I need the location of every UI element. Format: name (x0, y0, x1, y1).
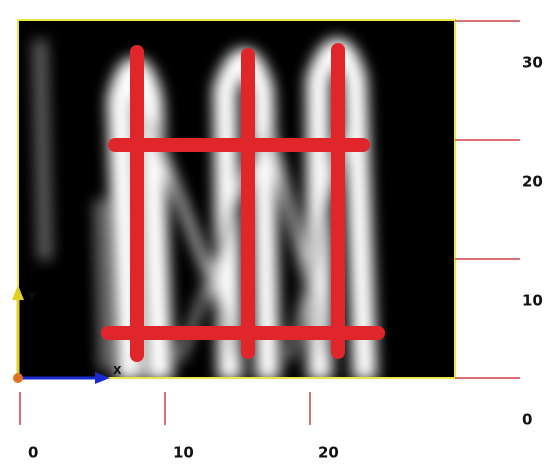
image-border (17, 19, 456, 379)
x-tick-label: 20 (318, 444, 339, 462)
y-tick-label: 20 (522, 173, 543, 191)
y-tick-label: 10 (522, 292, 543, 310)
x-tick-label: 10 (173, 444, 194, 462)
gizmo-x-label: X (113, 364, 122, 377)
x-tick-label: 0 (28, 444, 38, 462)
gizmo-y-label: Y (27, 290, 37, 303)
axes: 0 10 20 0 10 20 30 (19, 20, 543, 462)
axis-gizmo: Y X (12, 285, 122, 384)
y-tick-label: 30 (522, 54, 543, 72)
y-tick-label: 0 (522, 411, 532, 429)
image (18, 20, 455, 378)
